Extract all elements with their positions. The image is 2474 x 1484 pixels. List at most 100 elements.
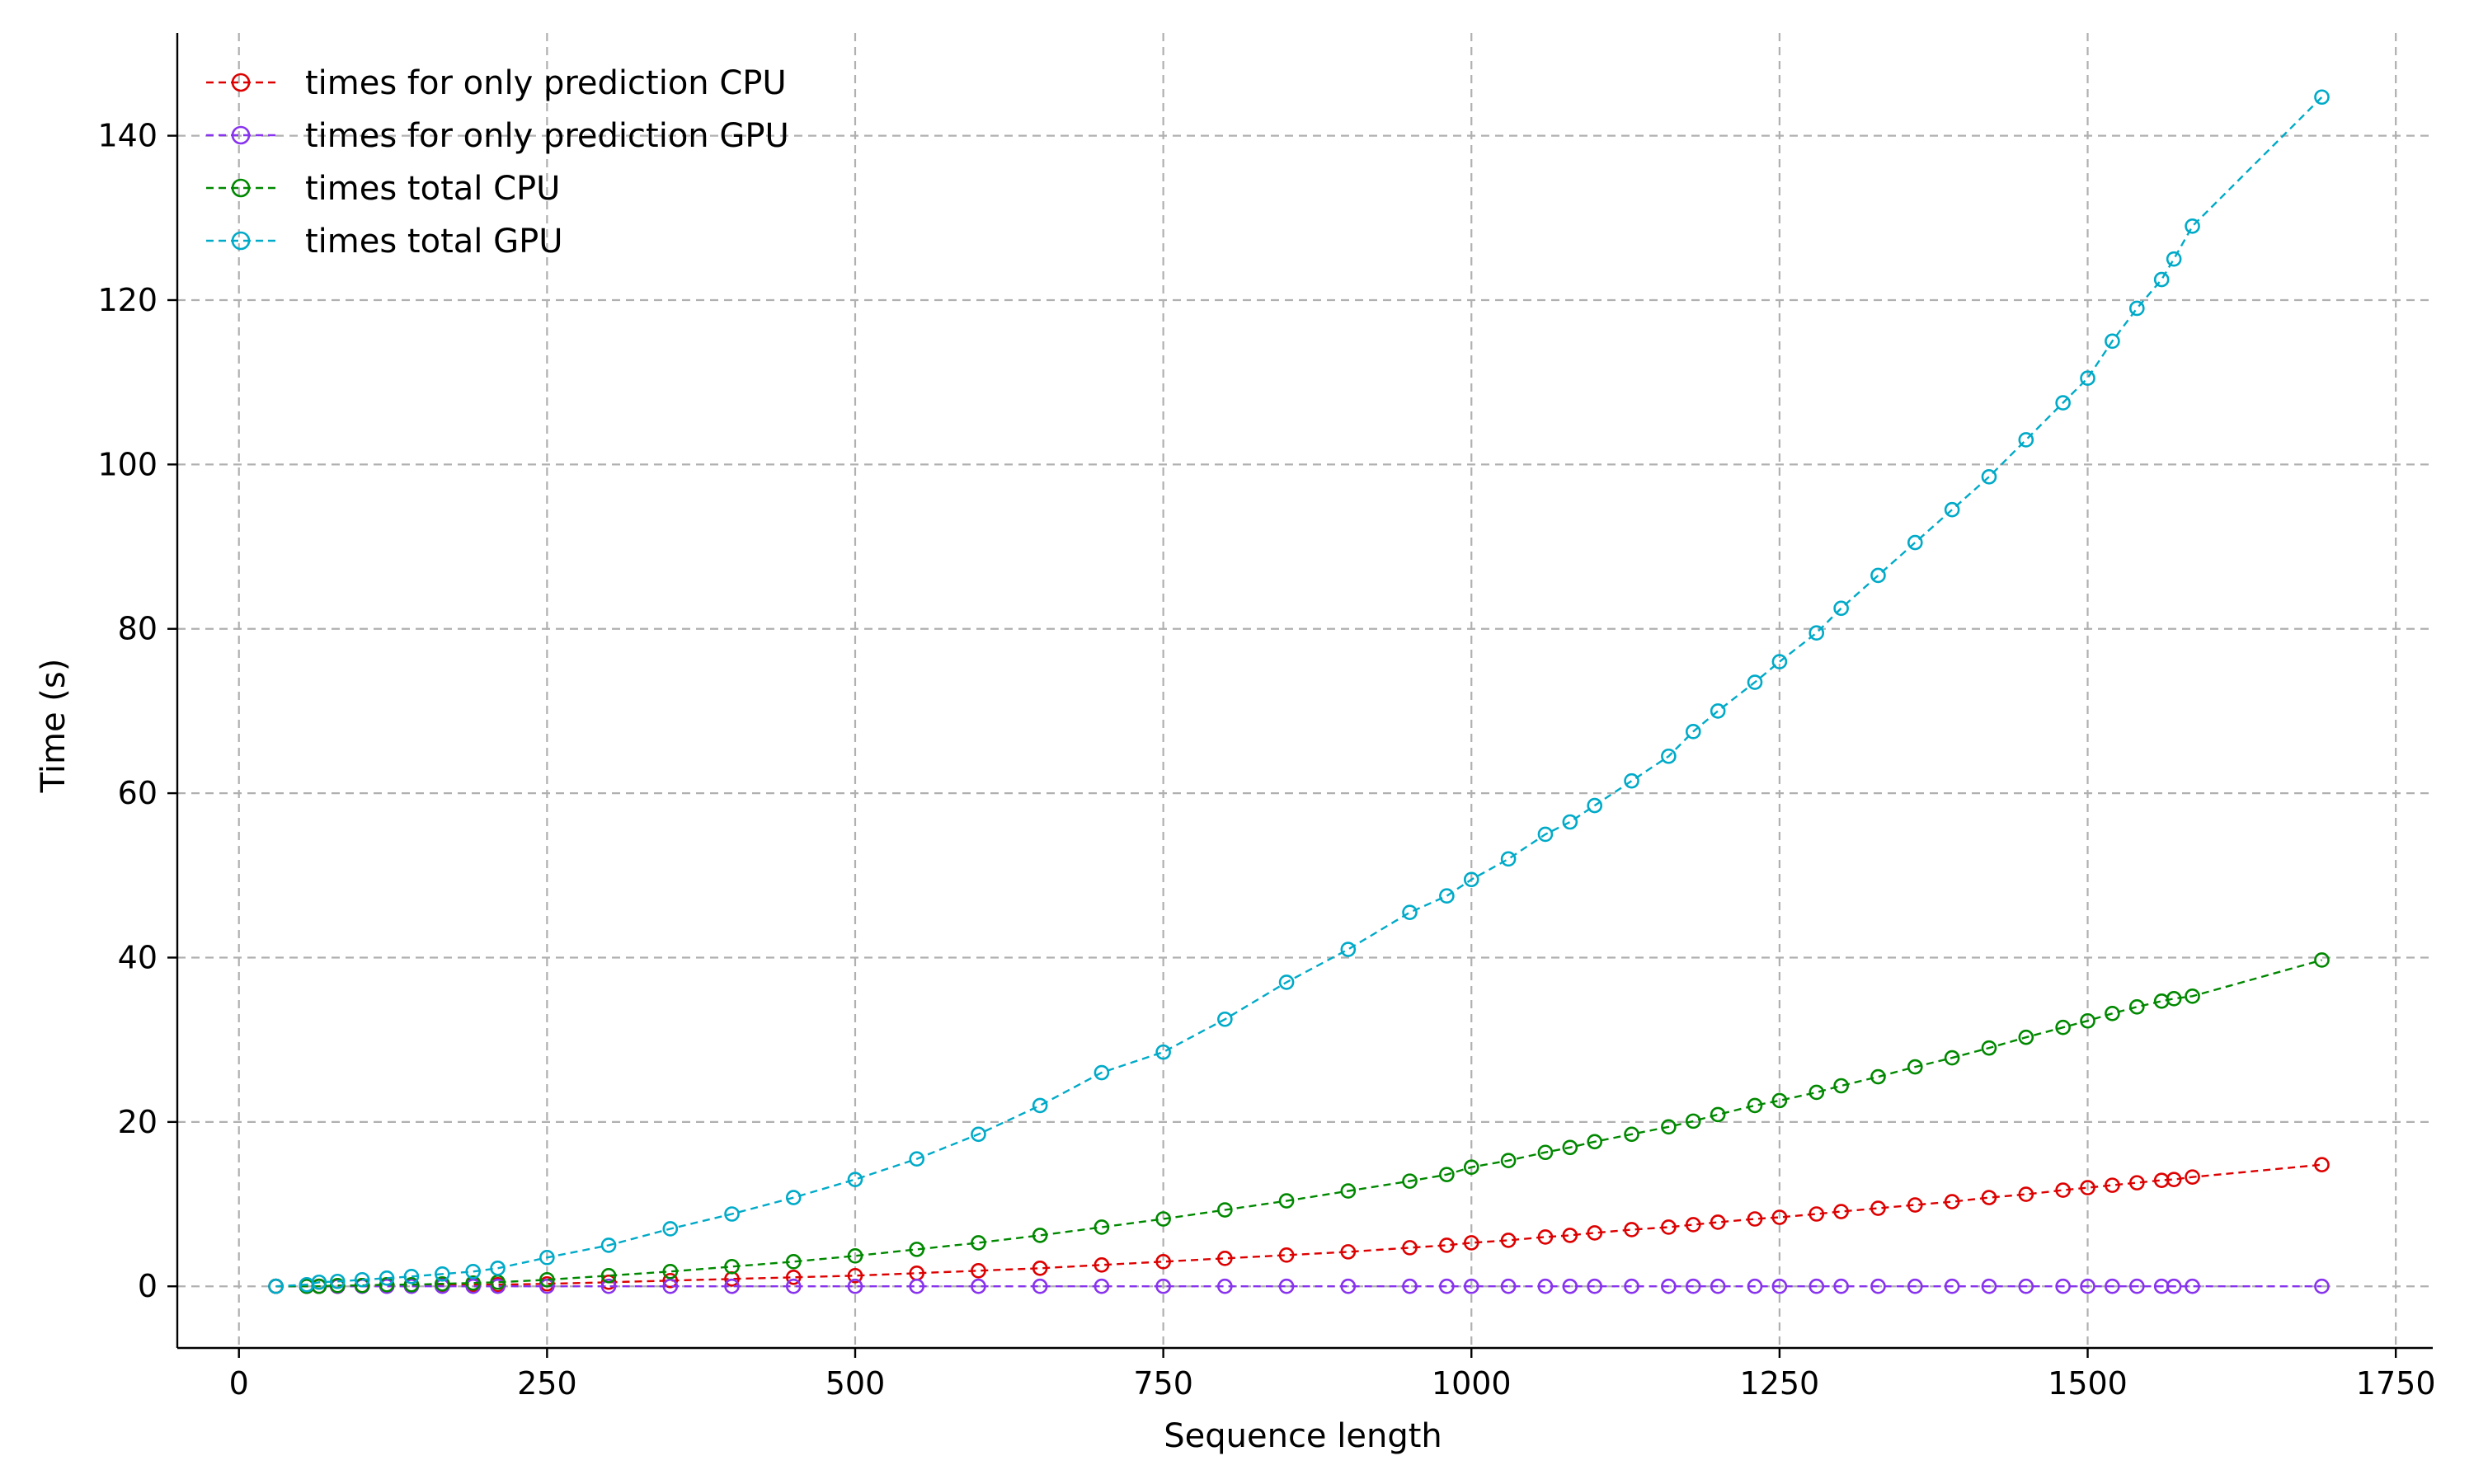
data-point xyxy=(971,1126,986,1143)
data-point xyxy=(1278,1278,1295,1294)
data-point xyxy=(1771,654,1788,669)
data-point xyxy=(1500,1153,1517,1169)
data-point xyxy=(1340,1183,1357,1199)
data-point xyxy=(1217,1011,1233,1027)
series-line xyxy=(275,96,2323,1288)
data-point xyxy=(435,1266,450,1282)
data-point xyxy=(329,1277,346,1294)
data-point xyxy=(1685,1278,1701,1294)
data-point xyxy=(1537,1278,1554,1294)
data-point xyxy=(1944,1194,1960,1209)
y-tick-label: 100 xyxy=(97,446,158,482)
data-point xyxy=(1661,1219,1677,1235)
data-point xyxy=(1833,1204,1849,1219)
data-point xyxy=(724,1206,740,1222)
data-point xyxy=(847,1267,863,1284)
data-point xyxy=(662,1221,679,1237)
data-point xyxy=(403,1276,420,1293)
data-point xyxy=(2185,1278,2200,1294)
series-line xyxy=(275,959,2322,1288)
data-point xyxy=(2129,300,2145,317)
data-point xyxy=(1587,1134,1603,1150)
data-point xyxy=(1463,1159,1479,1175)
data-point xyxy=(2314,952,2330,968)
data-point xyxy=(1661,748,1677,764)
data-point xyxy=(600,1237,617,1253)
series-2 xyxy=(268,952,2330,1294)
data-point xyxy=(1685,1217,1701,1233)
legend-label: times total GPU xyxy=(305,223,563,261)
x-tick-label: 1000 xyxy=(1432,1365,1512,1402)
x-tick-label: 750 xyxy=(1133,1365,1193,1402)
data-point xyxy=(2166,1278,2182,1294)
data-point xyxy=(1907,1278,1923,1294)
y-tick-label: 40 xyxy=(118,939,158,975)
data-point xyxy=(600,1278,617,1294)
data-point xyxy=(1340,1278,1357,1294)
y-tick-label: 80 xyxy=(118,611,158,647)
legend-swatch-marker xyxy=(231,231,251,251)
data-point xyxy=(1094,1278,1110,1294)
data-point xyxy=(1833,1078,1849,1094)
data-point xyxy=(1808,1278,1825,1294)
data-point xyxy=(1710,1106,1726,1123)
data-point xyxy=(1463,871,1479,888)
data-point xyxy=(2185,218,2200,234)
data-point xyxy=(1402,1240,1418,1256)
x-tick-label: 1250 xyxy=(1740,1365,1820,1402)
data-point xyxy=(662,1278,679,1294)
legend-swatch-marker xyxy=(231,125,251,145)
data-point xyxy=(2185,989,2200,1004)
y-tick-label: 120 xyxy=(97,282,158,318)
data-point xyxy=(1439,1167,1455,1182)
series-line xyxy=(275,1163,2322,1288)
data-point xyxy=(1981,1190,1997,1205)
data-point xyxy=(1463,1235,1479,1251)
data-point xyxy=(539,1278,555,1294)
data-point xyxy=(435,1275,450,1292)
data-point xyxy=(2185,1169,2200,1185)
x-tick-label: 500 xyxy=(825,1365,886,1402)
data-point xyxy=(490,1261,506,1276)
data-point xyxy=(724,1278,740,1294)
data-point xyxy=(1981,1040,1997,1056)
data-point xyxy=(971,1235,986,1251)
data-point xyxy=(1032,1097,1048,1114)
data-point xyxy=(268,1278,284,1294)
data-point xyxy=(785,1190,802,1205)
data-point xyxy=(1870,1200,1886,1216)
data-point xyxy=(1217,1251,1233,1266)
data-point xyxy=(2105,333,2120,350)
data-point xyxy=(600,1274,617,1290)
data-point xyxy=(311,1274,327,1290)
data-point xyxy=(1747,1211,1763,1227)
data-point xyxy=(600,1267,617,1284)
data-point xyxy=(1710,703,1726,719)
data-point xyxy=(1500,1233,1517,1248)
data-point xyxy=(724,1259,740,1275)
data-point xyxy=(1094,1064,1110,1081)
data-point xyxy=(1155,1211,1171,1227)
tick-labels: 0 250 500 750 1000 1250 1500 1750 0 20 40 60 80 100 12… xyxy=(97,118,2435,1402)
data-point xyxy=(2080,1180,2095,1195)
legend-item: times total GPU xyxy=(206,223,563,261)
data-point xyxy=(1661,1119,1677,1135)
data-point xyxy=(2018,1186,2034,1202)
data-point xyxy=(1094,1219,1110,1235)
data-point xyxy=(2018,432,2034,448)
data-point xyxy=(1587,797,1603,814)
axes-layer xyxy=(167,33,2433,1358)
data-point xyxy=(1278,1247,1295,1263)
x-tick-label: 250 xyxy=(517,1365,577,1402)
data-point xyxy=(1685,724,1701,740)
data-point xyxy=(1870,1068,1886,1085)
data-point xyxy=(1747,1097,1763,1114)
data-point xyxy=(1439,1237,1455,1253)
data-point xyxy=(1944,501,1960,518)
data-point xyxy=(354,1271,370,1288)
data-point xyxy=(1278,1193,1295,1209)
data-point xyxy=(329,1273,346,1289)
data-point xyxy=(1808,1084,1825,1101)
data-point xyxy=(1624,1126,1639,1143)
